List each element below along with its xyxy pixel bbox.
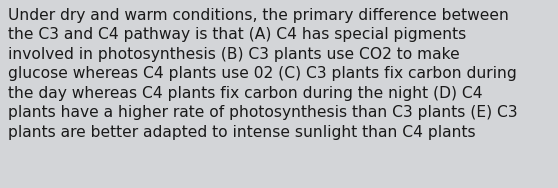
Text: Under dry and warm conditions, the primary difference between
the C3 and C4 path: Under dry and warm conditions, the prima… xyxy=(8,8,518,140)
